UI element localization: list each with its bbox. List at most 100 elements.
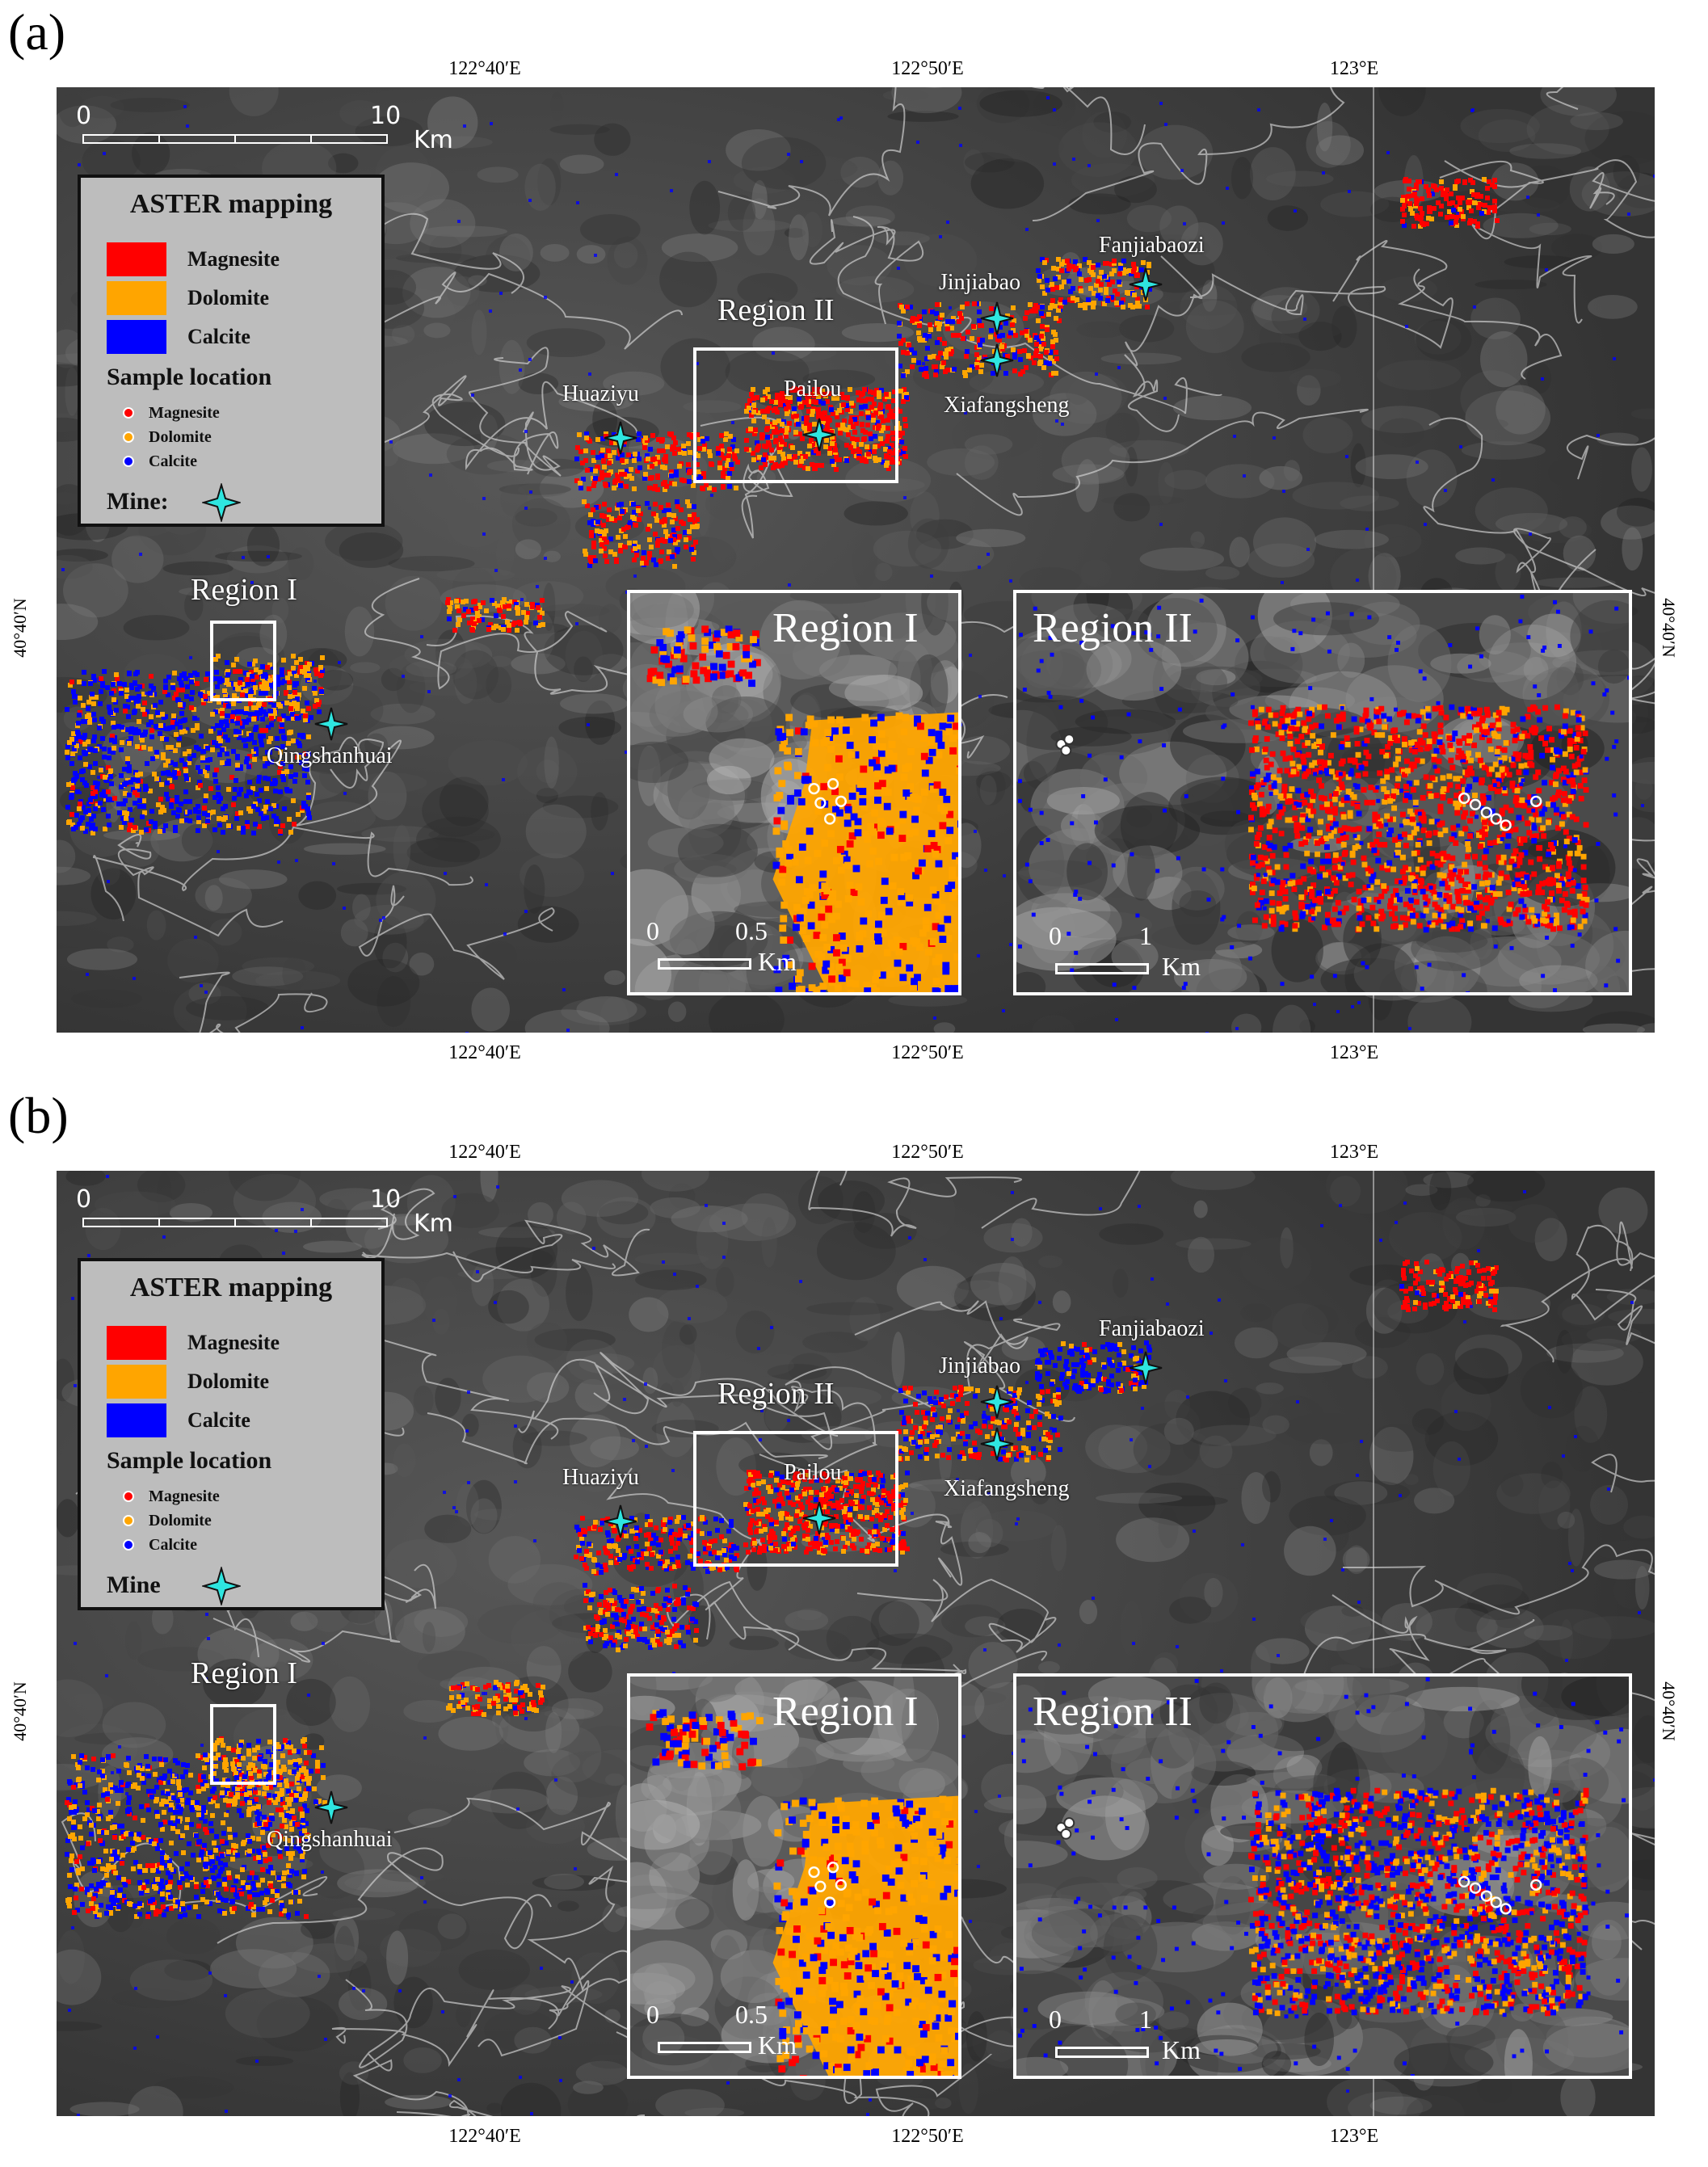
inset-1-scale-bar	[658, 958, 751, 970]
place-label-huaziyu: Huaziyu	[562, 381, 639, 406]
legend-swatch-magnesite	[107, 242, 166, 276]
region-2-label: Region II	[717, 1377, 835, 1411]
region-1-label: Region I	[191, 1656, 297, 1690]
legend-sample-dot-calcite	[123, 456, 134, 467]
legend-sample-label-magnesite: Magnesite	[149, 1487, 220, 1505]
inset-1-title: Region I	[772, 1689, 919, 1735]
lon-tick-bottom: 122°40′E	[448, 2126, 521, 2147]
place-label-qingshanhuai: Qingshanhuai	[267, 743, 393, 768]
legend-title: ASTER mapping	[129, 1273, 333, 1302]
scale-unit-label: Km	[414, 126, 453, 154]
panel-label: (a)	[8, 3, 66, 61]
scale-unit-label: Km	[414, 1210, 453, 1238]
mine-star-icon	[1129, 267, 1163, 301]
inset-2-scale-bar	[1055, 2047, 1149, 2058]
scale-start-label: 0	[76, 1185, 92, 1214]
map-scale-bar: 0 10 Km	[76, 1185, 453, 1238]
legend-sample-label-calcite: Calcite	[149, 1536, 197, 1554]
inset-2-scale-bar	[1055, 963, 1149, 974]
map-legend: ASTER mapping Magnesite Dolomite Calcite…	[78, 1258, 385, 1610]
place-label-qingshanhuai: Qingshanhuai	[267, 1827, 393, 1852]
inset-1-scale-end: 0.5	[735, 916, 768, 945]
legend-sample-dot-calcite	[123, 1539, 134, 1551]
map-panel: (a) 122°40′E 122°50′E 123°E 122°40′E 122…	[8, 3, 1679, 1064]
map-scale-bar: 0 10 Km	[76, 102, 453, 154]
inset-1-scale-end: 0.5	[735, 2000, 768, 2029]
region-2-box	[693, 347, 898, 483]
lat-tick-left: 40°40′N	[9, 598, 30, 658]
mine-star-icon	[980, 1385, 1014, 1419]
inset-2-title: Region II	[1033, 605, 1193, 651]
lon-tick-bottom: 122°50′E	[891, 2126, 964, 2147]
region-2-box	[693, 1431, 898, 1567]
legend-sample-label-magnesite: Magnesite	[149, 404, 220, 422]
lon-tick-top: 123°E	[1329, 1142, 1379, 1163]
region-1-box	[210, 621, 276, 701]
mine-star-icon	[604, 421, 637, 455]
inset-1-scale-unit: Km	[758, 947, 797, 976]
legend-swatch-magnesite	[107, 1326, 166, 1360]
legend-sample-title: Sample location	[107, 364, 272, 390]
place-label-jinjiabao: Jinjiabao	[939, 270, 1021, 295]
lon-tick-top: 122°40′E	[448, 58, 521, 79]
legend-mine-label: Mine:	[107, 488, 169, 515]
region-1-label: Region I	[191, 573, 297, 607]
inset-1-scale-unit: Km	[758, 2030, 797, 2060]
legend-swatch-dolomite	[107, 281, 166, 315]
place-label-pailou: Pailou	[784, 1460, 842, 1485]
lon-tick-top: 122°40′E	[448, 1142, 521, 1163]
inset-2-scale-start: 0	[1049, 2005, 1062, 2034]
lon-tick-top: 122°50′E	[891, 58, 964, 79]
legend-label-magnesite: Magnesite	[187, 1331, 280, 1354]
region-1-box	[210, 1704, 276, 1785]
inset-2-scale-end: 1	[1139, 2005, 1152, 2034]
legend-label-calcite: Calcite	[187, 325, 250, 348]
legend-label-dolomite: Dolomite	[187, 1370, 270, 1393]
legend-sample-dot-dolomite	[123, 1515, 134, 1526]
lon-tick-top: 122°50′E	[891, 1142, 964, 1163]
inset-region-1: Region I 0 0.5 Km	[627, 590, 961, 995]
legend-title: ASTER mapping	[129, 189, 333, 219]
mine-star-icon	[202, 483, 241, 522]
mine-star-icon	[604, 1504, 637, 1538]
satellite-map: 0 10 Km ASTER mapping Magnesite Dolomite…	[57, 87, 1655, 1033]
mine-star-icon	[314, 1790, 348, 1824]
legend-sample-dot-magnesite	[123, 1491, 134, 1502]
legend-swatch-calcite	[107, 320, 166, 354]
inset-2-scale-unit: Km	[1162, 952, 1201, 981]
inset-2-title: Region II	[1033, 1689, 1193, 1735]
legend-sample-label-dolomite: Dolomite	[149, 1512, 212, 1530]
inset-2-scale-unit: Km	[1162, 2035, 1201, 2064]
inset-region-2: Region II 0 1 Km	[1013, 590, 1632, 995]
satellite-map: 0 10 Km ASTER mapping Magnesite Dolomite…	[57, 1171, 1655, 2116]
lat-tick-left: 40°40′N	[9, 1681, 30, 1741]
lat-tick-right: 40°40′N	[1658, 1681, 1679, 1741]
place-label-huaziyu: Huaziyu	[562, 1465, 639, 1490]
lat-tick-right: 40°40′N	[1658, 598, 1679, 658]
mine-star-icon	[1129, 1351, 1163, 1385]
legend-sample-dot-dolomite	[123, 431, 134, 443]
lon-tick-bottom: 122°50′E	[891, 1042, 964, 1063]
lon-tick-bottom: 122°40′E	[448, 1042, 521, 1063]
inset-1-scale-start: 0	[646, 2000, 659, 2029]
inset-1-title: Region I	[772, 605, 919, 651]
map-panel: (b) 122°40′E 122°50′E 123°E 122°40′E 122…	[0, 1084, 1708, 2167]
place-label-jinjiabao: Jinjiabao	[939, 1353, 1021, 1378]
legend-sample-title: Sample location	[107, 1447, 272, 1474]
mine-star-icon	[314, 707, 348, 741]
scale-end-label: 10	[370, 1185, 402, 1214]
mine-star-icon	[980, 343, 1014, 377]
inset-region-1: Region I 0 0.5 Km	[627, 1673, 961, 2079]
legend-label-dolomite: Dolomite	[187, 286, 270, 309]
panel-label: (b)	[8, 1087, 69, 1144]
legend-label-magnesite: Magnesite	[187, 247, 280, 271]
inset-2-scale-start: 0	[1049, 921, 1062, 950]
inset-2-scale-end: 1	[1139, 921, 1152, 950]
scale-start-label: 0	[76, 102, 92, 130]
legend-swatch-dolomite	[107, 1365, 166, 1399]
legend-swatch-calcite	[107, 1403, 166, 1437]
legend-sample-label-calcite: Calcite	[149, 452, 197, 470]
mine-star-icon	[802, 418, 836, 452]
place-label-pailou: Pailou	[784, 377, 842, 402]
place-label-fanjiabaozi: Fanjiabaozi	[1099, 1316, 1205, 1341]
